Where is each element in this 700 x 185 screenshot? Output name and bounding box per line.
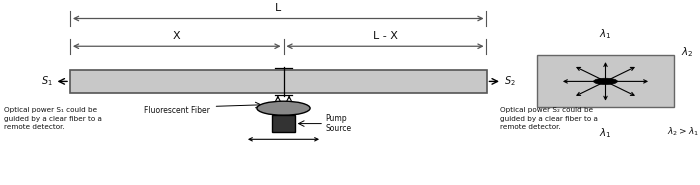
Text: $\lambda_1$: $\lambda_1$	[599, 27, 612, 41]
Circle shape	[257, 101, 310, 115]
Bar	[70, 70, 486, 92]
Text: $S_1$: $S_1$	[41, 75, 52, 88]
Text: Optical power S₂ could be
guided by a clear fiber to a
remote detector.: Optical power S₂ could be guided by a cl…	[500, 107, 598, 130]
Bar	[538, 56, 673, 107]
Text: X: X	[173, 31, 181, 41]
Text: $S_2$: $S_2$	[504, 75, 516, 88]
Circle shape	[594, 78, 617, 85]
Bar	[272, 115, 295, 132]
Text: L: L	[275, 3, 281, 13]
Text: $\lambda_2 > \lambda_1$: $\lambda_2 > \lambda_1$	[666, 126, 699, 138]
Text: $\lambda_2$: $\lambda_2$	[680, 45, 693, 59]
Text: $\lambda_1$: $\lambda_1$	[599, 126, 612, 140]
Text: L - X: L - X	[372, 31, 398, 41]
Text: Optical power S₁ could be
guided by a clear fiber to a
remote detector.: Optical power S₁ could be guided by a cl…	[4, 107, 101, 130]
Text: Pump
Source: Pump Source	[326, 114, 351, 133]
Text: Fluorescent Fiber: Fluorescent Fiber	[144, 106, 210, 115]
